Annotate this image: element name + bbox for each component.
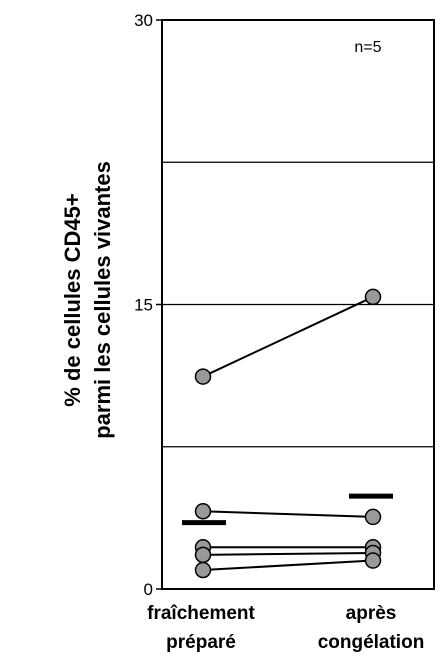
series-line-1 — [202, 510, 374, 518]
y-axis-label-line-2: parmi les cellules vivantes — [90, 161, 115, 439]
series-lines — [202, 296, 374, 572]
data-point-3-0 — [194, 546, 212, 564]
y-axis-label: % de cellules CD45+ parmi les cellules v… — [60, 161, 115, 439]
category-label-0-line-0: fraîchement — [147, 603, 255, 624]
y-axis: 0 15 30 — [134, 11, 162, 599]
data-points — [194, 288, 382, 579]
category-label-1-line-0: après — [346, 603, 397, 624]
data-point-1-0 — [194, 502, 212, 520]
series-line-3 — [202, 551, 374, 556]
category-label-1-line-1: congélation — [318, 632, 425, 653]
data-point-4-0 — [194, 561, 212, 579]
data-point-1-1 — [364, 508, 382, 526]
category-label-0-line-1: préparé — [166, 632, 236, 653]
data-point-0-0 — [194, 368, 212, 385]
series-line-4 — [202, 559, 374, 572]
y-tick-label-1: 15 — [134, 296, 153, 315]
data-point-4-1 — [364, 552, 382, 569]
x-axis-categories: fraîchement préparé après congélation — [147, 603, 424, 653]
y-tick-label-2: 30 — [134, 11, 153, 30]
data-point-0-1 — [364, 288, 382, 306]
mean-bars — [182, 493, 393, 526]
y-axis-label-line-1: % de cellules CD45+ — [60, 193, 85, 406]
n-annotation: n=5 — [354, 39, 381, 56]
series-line-0 — [202, 296, 374, 378]
y-tick-label-0: 0 — [144, 580, 153, 599]
gridlines — [162, 161, 434, 448]
